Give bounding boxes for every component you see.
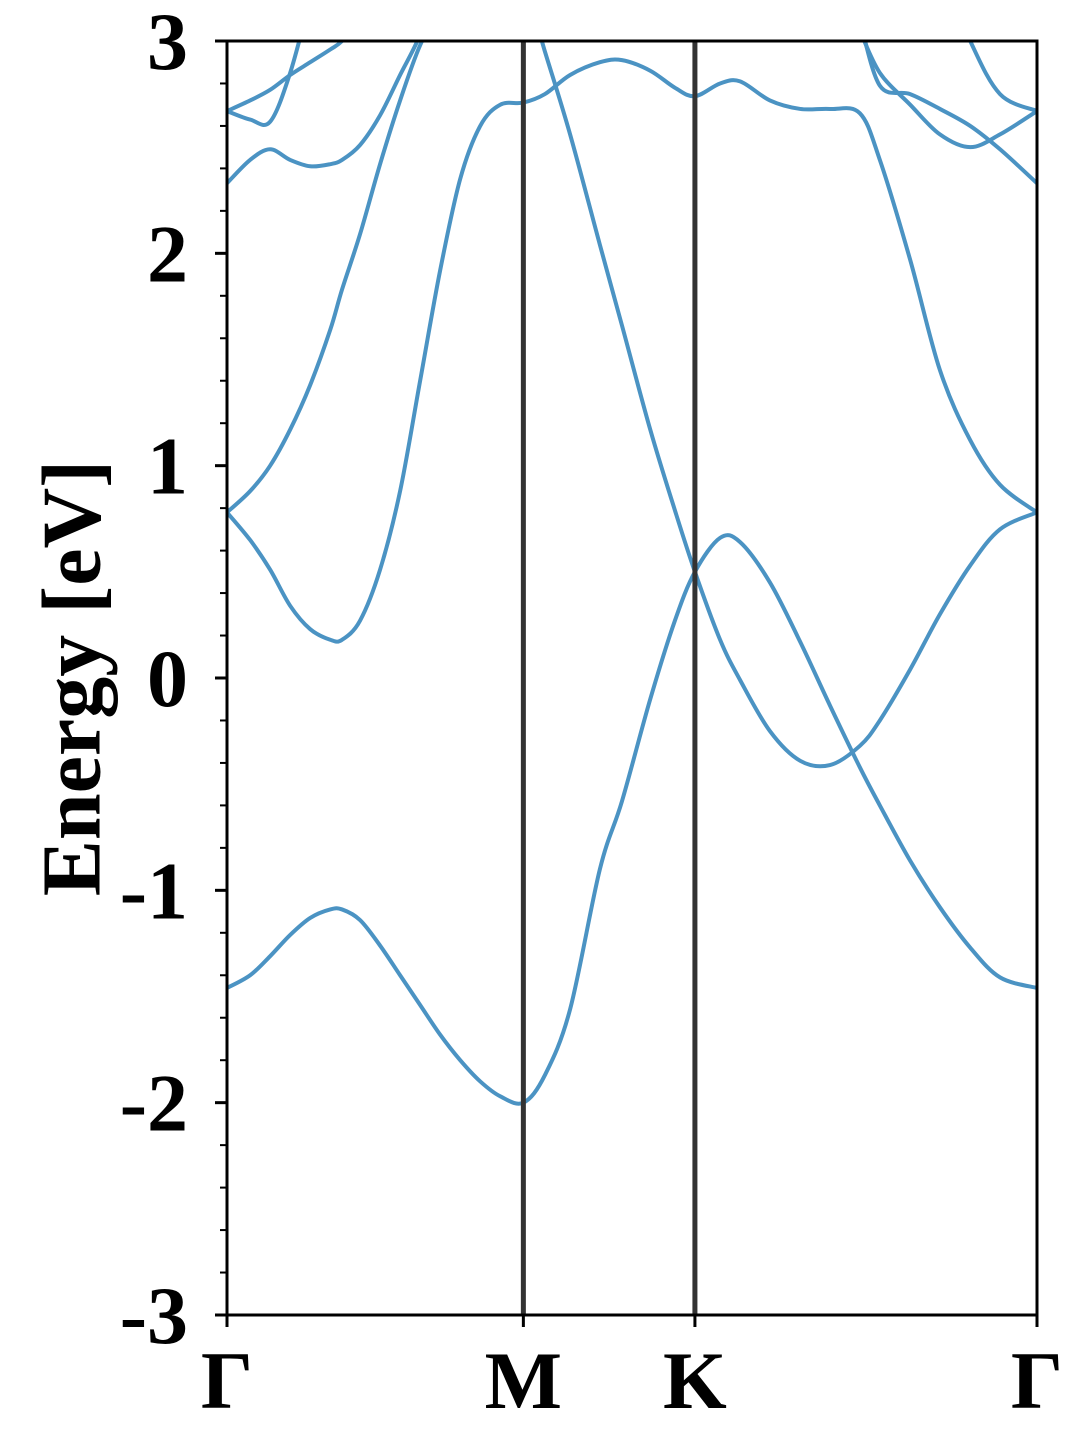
band-line	[227, 57, 1037, 644]
plot-area	[227, 41, 1037, 1106]
x-tick-label: M	[485, 1335, 562, 1426]
band-line	[227, 41, 1037, 185]
band-line	[227, 533, 1037, 1106]
plot-frame	[225, 39, 1039, 1317]
x-tick-label: Γ	[201, 1335, 253, 1426]
y-tick-label: -1	[120, 845, 188, 936]
y-axis-label: Energy [eV]	[25, 460, 118, 896]
y-tick-label: 3	[147, 0, 188, 87]
y-tick-label: -3	[120, 1270, 188, 1361]
band-line	[227, 41, 1037, 769]
band-line	[227, 41, 1037, 150]
y-tick-label: 0	[147, 633, 188, 724]
x-tick-label: K	[663, 1335, 727, 1426]
y-tick-label: -2	[120, 1058, 188, 1149]
y-tick-label: 2	[147, 208, 188, 299]
x-tick-label: Γ	[1011, 1335, 1063, 1426]
y-tick-label: 1	[147, 421, 188, 512]
